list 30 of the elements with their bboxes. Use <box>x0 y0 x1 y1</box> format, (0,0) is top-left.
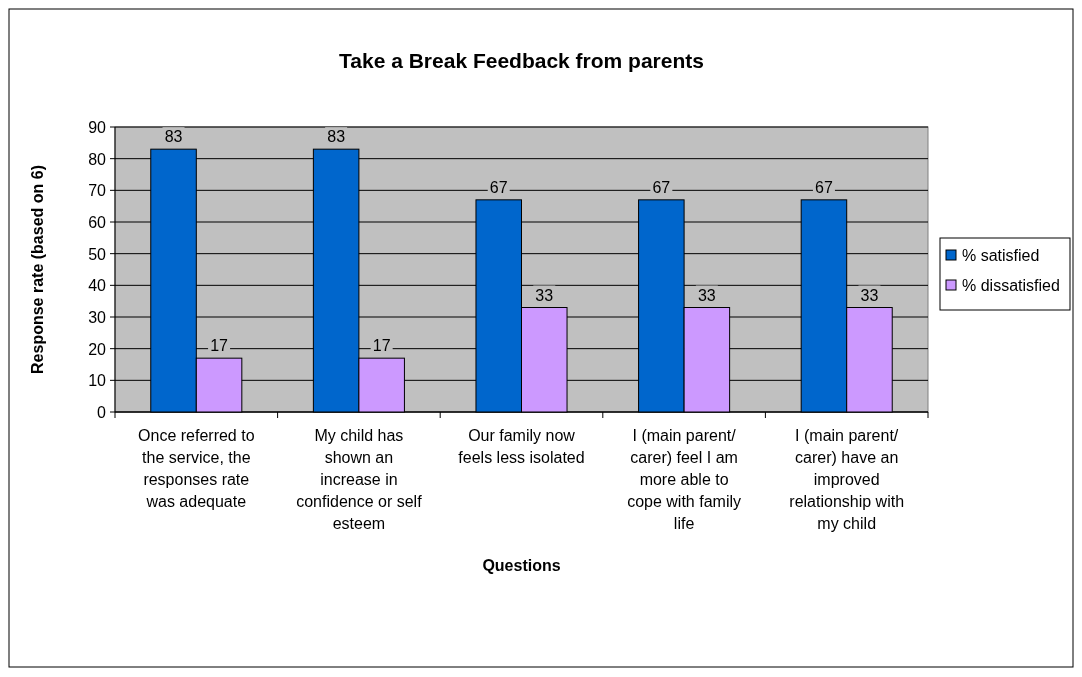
y-tick-label: 20 <box>88 340 107 358</box>
data-label: 33 <box>697 286 716 304</box>
y-tick-label: 60 <box>88 214 107 231</box>
y-tick-label: 50 <box>88 245 107 263</box>
x-tick-label: My child has shown an increase in confidence or self esteem <box>296 427 423 532</box>
legend-label: % dissatisfied <box>962 277 1060 294</box>
data-label: 33 <box>860 286 879 304</box>
chart-title: Take a Break Feedback from parents <box>339 49 704 72</box>
y-tick-label: 70 <box>88 182 107 200</box>
x-axis-title: Questions <box>482 557 561 574</box>
x-tick-label: I (main parent/ carer) feel I am more able to cope with family life <box>627 427 742 532</box>
data-label: 33 <box>535 286 554 304</box>
y-tick-label: 0 <box>97 404 107 421</box>
x-tick-label: Our family now feels less isolated <box>458 427 585 466</box>
y-tick-label: 30 <box>88 309 107 326</box>
x-tick-label: Once referred to the service, the responses rate was adequate <box>138 427 255 510</box>
y-tick-label: 90 <box>88 119 107 136</box>
x-tick-label: I (main parent/ carer) have an improved relationship with my child <box>789 427 905 532</box>
data-label: 83 <box>327 128 346 146</box>
y-tick-label: 40 <box>88 277 107 295</box>
legend-label: % satisfied <box>962 247 1040 264</box>
data-label: 83 <box>164 128 183 146</box>
data-label: 67 <box>815 178 833 196</box>
data-label: 67 <box>652 178 671 196</box>
data-label: 17 <box>210 337 229 355</box>
y-tick-label: 10 <box>88 372 107 390</box>
data-label: 67 <box>489 178 508 196</box>
y-tick-label: 80 <box>88 150 107 168</box>
y-axis-title: Response rate (based on 6) <box>29 165 46 374</box>
data-label: 17 <box>372 337 391 355</box>
